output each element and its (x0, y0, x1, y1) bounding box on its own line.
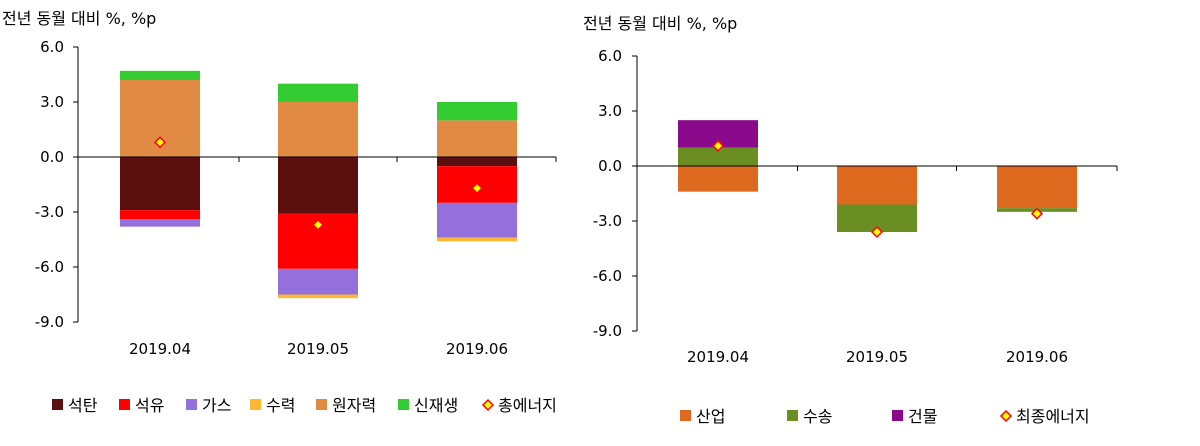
bar-수송-2019.04 (678, 147, 758, 166)
y-tick-label: -3.0 (593, 212, 622, 230)
x-category-label: 2019.04 (687, 348, 749, 366)
legend-swatch (250, 399, 261, 410)
x-category-label: 2019.05 (846, 348, 908, 366)
legend-label: 석탄 (68, 396, 98, 415)
y-tick-label: -6.0 (35, 258, 64, 276)
legend-label: 건물 (908, 407, 937, 426)
legend-swatch (52, 399, 63, 410)
y-tick-label: 0.0 (598, 157, 622, 175)
legend-label: 석유 (135, 396, 164, 415)
chart-left: 전년 동월 대비 %, %p 6.0 3.0 0.0 -3.0 -6.0 -9.0 2019… (2, 9, 557, 415)
y-tick-label: -9.0 (593, 322, 622, 340)
total-marker-2019.06 (470, 182, 484, 195)
total-marker-2019.06 (1030, 207, 1044, 220)
y-tick-label: 6.0 (40, 38, 64, 56)
legend-marker (999, 409, 1013, 423)
y-tick-label: -6.0 (593, 267, 622, 285)
x-category-label: 2019.04 (129, 340, 191, 358)
x-category-label: 2019.06 (1006, 348, 1068, 366)
legend-label: 수송 (803, 407, 832, 426)
bar-신재생-2019.06 (437, 102, 517, 121)
bar-수력-2019.05 (278, 294, 358, 299)
total-marker-2019.04 (711, 139, 725, 152)
bar-석유-2019.04 (120, 210, 200, 220)
y-tick-label: -3.0 (35, 203, 64, 221)
legend-swatch (398, 399, 409, 410)
legend-label: 신재생 (414, 396, 458, 415)
bar-수력-2019.06 (437, 237, 517, 242)
legend-label: 가스 (202, 396, 231, 415)
legend-swatch (892, 410, 903, 421)
x-category-label: 2019.06 (446, 340, 508, 358)
chart-right: 전년 동월 대비 %, %p 6.0 3.0 0.0 -3.0 -6.0 -9.0 2019… (583, 14, 1118, 426)
total-marker-2019.04 (153, 136, 167, 149)
bar-원자력-2019.06 (437, 120, 517, 157)
bar-산업-2019.05 (837, 166, 917, 205)
legend-swatch (316, 399, 327, 410)
legend-label: 최종에너지 (1016, 407, 1090, 426)
legend-label: 총에너지 (498, 396, 557, 415)
bar-석탄-2019.04 (120, 157, 200, 211)
y-axis-title: 전년 동월 대비 %, %p (583, 14, 737, 33)
bar-가스-2019.06 (437, 202, 517, 238)
bar-석탄-2019.06 (437, 157, 517, 167)
y-tick-label: 3.0 (598, 102, 622, 120)
bar-신재생-2019.05 (278, 83, 358, 102)
legend-label: 산업 (696, 407, 725, 426)
legend-swatch (680, 410, 691, 421)
bar-신재생-2019.04 (120, 70, 200, 80)
y-axis-title: 전년 동월 대비 %, %p (2, 9, 156, 28)
x-category-label: 2019.05 (287, 340, 349, 358)
y-tick-label: 0.0 (40, 148, 64, 166)
legend-swatch (186, 399, 197, 410)
total-marker-2019.05 (870, 225, 884, 239)
legend-swatch (119, 399, 130, 410)
bar-가스-2019.04 (120, 219, 200, 227)
y-tick-label: -9.0 (35, 313, 64, 331)
bar-산업-2019.04 (678, 166, 758, 192)
bar-가스-2019.05 (278, 268, 358, 295)
y-tick-label: 6.0 (598, 47, 622, 65)
legend-label: 수력 (266, 396, 295, 415)
y-tick-label: 3.0 (40, 93, 64, 111)
bar-산업-2019.06 (997, 166, 1077, 209)
legend-marker (481, 398, 495, 412)
bar-석탄-2019.05 (278, 157, 358, 214)
legend-swatch (787, 410, 798, 421)
legend-label: 원자력 (332, 396, 376, 415)
bar-원자력-2019.05 (278, 102, 358, 157)
total-marker-2019.05 (311, 218, 325, 231)
